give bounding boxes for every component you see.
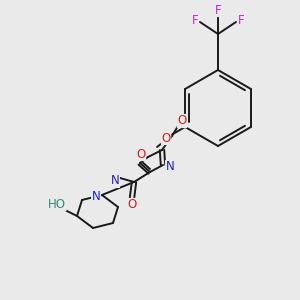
Text: N: N [166,160,174,173]
Text: O: O [161,131,171,145]
Text: F: F [192,14,198,28]
Text: F: F [238,14,244,28]
Text: O: O [177,115,187,128]
Text: N: N [92,190,100,202]
Text: O: O [128,199,136,212]
Text: HO: HO [48,197,66,211]
Text: O: O [136,148,146,160]
Text: F: F [215,4,221,16]
Text: N: N [111,175,119,188]
